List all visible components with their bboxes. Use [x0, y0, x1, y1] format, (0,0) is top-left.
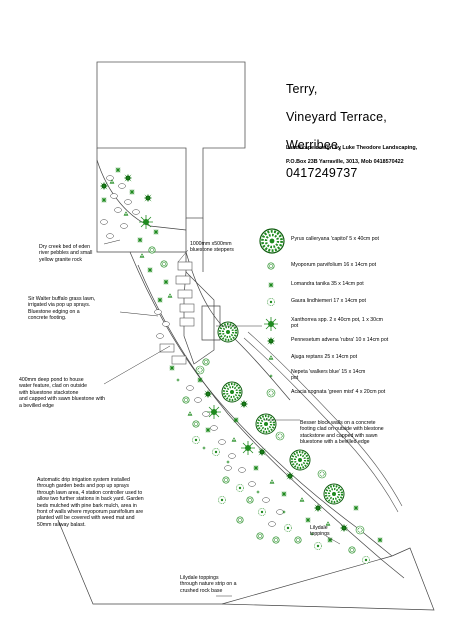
designer-line-1: Landscape design by Luke Theodore Landsc… — [286, 145, 418, 151]
nepeta-icon — [269, 374, 273, 378]
note-lilydale-path: Lilydale toppings through nature strip o… — [180, 575, 237, 594]
garden-bed-outlines — [57, 159, 435, 611]
legend-label-myoporum: Myoporum parvifolium 16 x 14cm pot — [291, 262, 377, 268]
perennial-icon — [266, 297, 276, 307]
large-tree-icon — [258, 227, 286, 255]
grass-tree-icon — [263, 316, 279, 332]
note-walls: Besser block walls on a concrete footing… — [300, 420, 384, 446]
legend-label-ajuga: Ajuga reptans 25 x 14cm pot — [291, 354, 358, 360]
designer-credit: Landscape design by Luke Theodore Landsc… — [286, 138, 417, 173]
house-outline — [96, 61, 246, 272]
client-address-line-2: Werribee, — [286, 138, 342, 152]
client-address-line-1: Vineyard Terrace, — [286, 110, 387, 124]
retaining-walls — [243, 331, 403, 513]
note-lawn: Sir Walter buffalo grass lawn, irrigated… — [28, 296, 96, 322]
grass-icon — [267, 281, 275, 289]
legend-label-pennesetum: Pennesetum advena 'rubra' 10 x 14cm pot — [291, 337, 389, 343]
legend-label-acacia: Acacia cognata 'green mist' 4 x 20cm pot — [291, 389, 386, 395]
dry-creek-pebbles — [100, 175, 284, 527]
client-phone: 0417249737 — [286, 166, 358, 180]
note-pond: 400mm deep pond to house water feature, … — [19, 377, 105, 409]
groundcover-icon — [267, 262, 275, 270]
note-steppers: 1000mm x500mm bluestone steppers — [190, 241, 234, 254]
note-dry-creek: Dry creek bed of eden river pebbles and … — [39, 244, 93, 263]
note-irrigation: Automatic drip irrigation system install… — [37, 477, 144, 528]
designer-line-2: P.O.Box 23B Yarraville, 3013, Mob 041857… — [286, 159, 404, 165]
legend-label-pyrus: Pyrus calleryana 'capitol' 5 x 40cm pot — [291, 236, 379, 242]
client-details: Terry, Vineyard Terrace, Werribee, 04172… — [286, 68, 387, 194]
acacia-icon — [266, 388, 276, 398]
legend-label-gaura: Gaura lindhiemeri 17 x 14cm pot — [291, 298, 366, 304]
client-name: Terry, — [286, 82, 318, 96]
note-lilydale-toppings: Lilydale toppings — [310, 525, 330, 538]
legend-label-xanthorrea: Xanthorrea spp. 2 x 40cm pot, 1 x 30cm p… — [291, 317, 383, 330]
annotation-leaders — [103, 239, 341, 597]
ajuga-icon — [268, 355, 274, 360]
legend-label-nepeta: Nepeta 'walkers blue' 15 x 14cm pot — [291, 369, 366, 382]
legend-label-lomandra: Lomandra tanika 35 x 14cm pot — [291, 281, 364, 287]
ornamental-grass-icon — [266, 336, 276, 346]
